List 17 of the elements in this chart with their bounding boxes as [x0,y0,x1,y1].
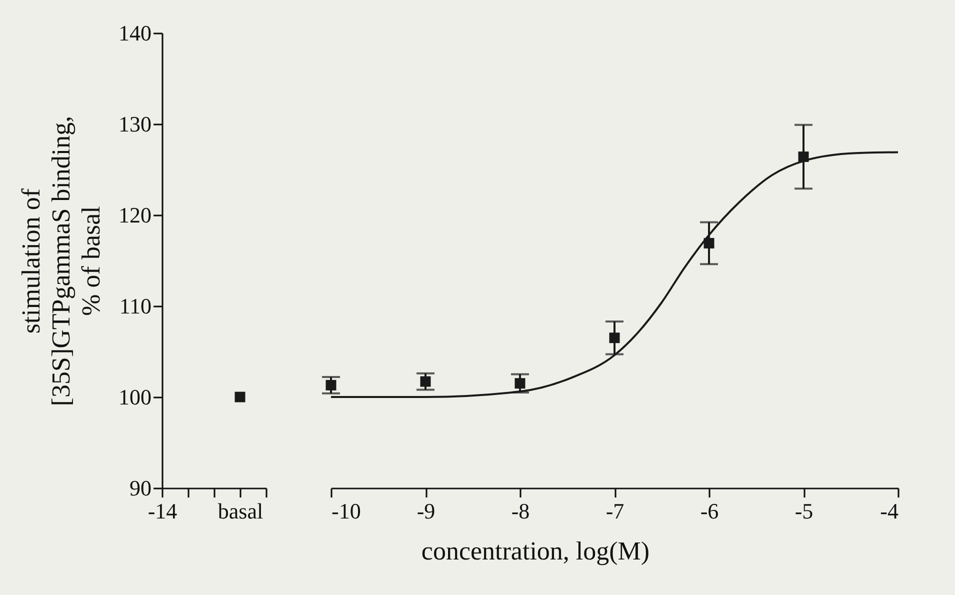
y-tick-label: 100 [118,384,152,410]
x-tick-label: -9 [416,498,436,524]
y-tick-label: 120 [118,202,152,228]
x-tick-label: -4 [880,498,898,524]
x-tick-label: -5 [794,498,814,524]
y-tick-label: 130 [118,112,152,136]
x-axis-title: concentration, log(M) [421,536,650,566]
y-tick-label: 140 [118,20,152,46]
x-tick-label: -7 [606,498,624,524]
x-tick-label: basal [218,498,264,524]
x-tick-label: -10 [332,498,361,524]
x-tick-label: -6 [700,498,719,524]
y-tick-label: 90 [130,476,152,500]
x-tick-label: -14 [148,498,178,524]
y-axis-title: stimulation of [35S]GTPgammaS binding, % of basal [16,116,106,406]
y-tick-label: 110 [119,294,152,318]
x-tick-label: -8 [511,498,530,524]
